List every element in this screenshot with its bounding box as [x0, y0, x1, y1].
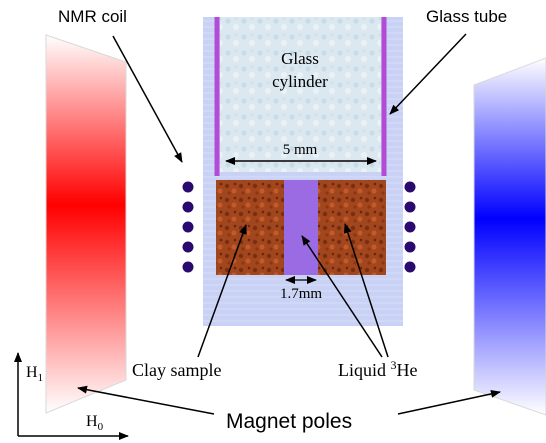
coil-dot [182, 201, 194, 213]
label-axis-h0: H0 [86, 413, 104, 433]
magnet-poles-arrow-left [77, 385, 215, 415]
label-glass-tube: Glass tube [426, 7, 507, 26]
liquid-helium-arrow-right [343, 223, 389, 358]
clay-sample-arrow [197, 224, 247, 358]
label-clay-sample: Clay sample [132, 360, 221, 380]
label-glass-cylinder-line1: Glass [281, 49, 319, 68]
glass-cylinder [220, 17, 381, 172]
south-magnet-pole [473, 57, 546, 416]
nmr-coil-arrow [112, 35, 183, 163]
north-magnet-pole [45, 34, 127, 414]
liquid-helium-channel [284, 180, 318, 275]
nmr-coil-right [404, 181, 416, 273]
coil-dot [404, 221, 416, 233]
coil-dot [404, 201, 416, 213]
glass-tube-arrow [389, 33, 467, 115]
liquid-helium-arrow-left [301, 235, 383, 358]
magnet-poles-arrow-right [397, 389, 501, 415]
label-nmr-coil: NMR coil [58, 7, 127, 26]
label-liquid-helium: Liquid 3He [338, 358, 418, 380]
coil-dot [404, 181, 416, 193]
coil-dot [404, 241, 416, 253]
coil-dot [404, 261, 416, 273]
clay-sample-left [216, 180, 284, 275]
coil-dot [182, 261, 194, 273]
label-axis-h1: H1 [26, 364, 43, 384]
label-1-7mm: 1.7mm [280, 286, 322, 302]
label-magnet-poles: Magnet poles [226, 410, 352, 433]
coil-dot [182, 181, 194, 193]
coil-dot [182, 241, 194, 253]
label-glass-cylinder-line2: cylinder [272, 72, 328, 91]
coil-dot [182, 221, 194, 233]
clay-sample-right [318, 180, 386, 275]
nmr-coil-left [182, 181, 194, 273]
label-5mm: 5 mm [283, 142, 318, 158]
